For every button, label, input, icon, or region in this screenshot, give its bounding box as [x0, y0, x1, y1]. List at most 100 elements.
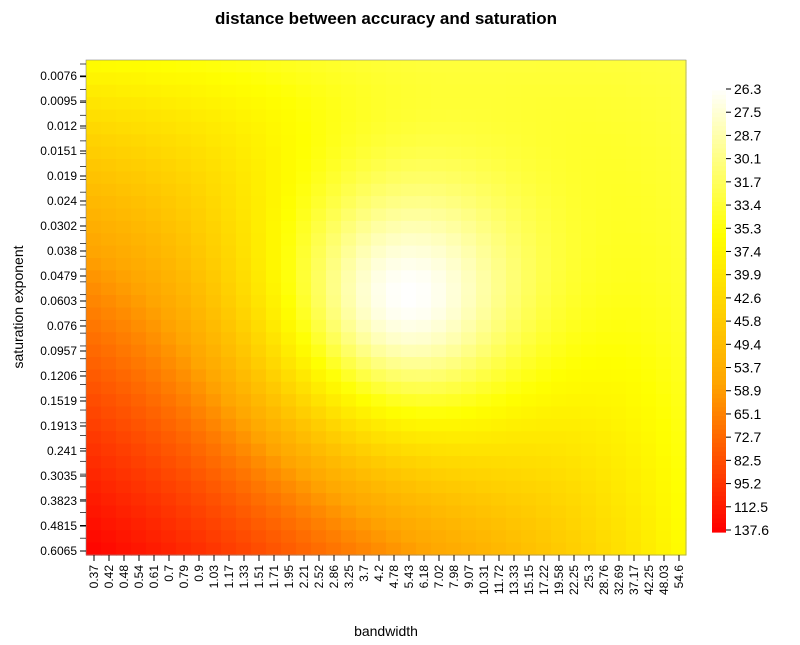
heatmap-cell [551, 307, 567, 321]
heatmap-cell [296, 208, 312, 222]
heatmap-cell [116, 319, 132, 333]
heatmap-cell [101, 493, 117, 507]
heatmap-cell [296, 480, 312, 494]
heatmap-cell [416, 406, 432, 420]
heatmap-cell [221, 171, 237, 185]
heatmap-cell [281, 480, 297, 494]
heatmap-cell [101, 443, 117, 457]
heatmap-cell [311, 307, 327, 321]
heatmap-cell [176, 196, 192, 210]
heatmap-cell [341, 72, 357, 86]
heatmap-cell [266, 233, 282, 247]
heatmap-cell [116, 530, 132, 544]
heatmap-cell [521, 394, 537, 408]
heatmap-cell [461, 84, 477, 98]
heatmap-cell [206, 381, 222, 395]
heatmap-cell [476, 357, 492, 370]
heatmap-cell [221, 183, 237, 197]
heatmap-cell [476, 208, 492, 222]
heatmap-cell [296, 270, 312, 284]
legend-swatch [712, 331, 726, 337]
heatmap-cell [86, 233, 102, 247]
heatmap-cell [116, 542, 132, 556]
heatmap-cell [431, 443, 447, 457]
heatmap-cell [176, 146, 192, 160]
heatmap-cell [281, 394, 297, 408]
heatmap-cell [626, 542, 642, 556]
x-tick-label: 0.7 [162, 565, 176, 582]
heatmap-cell [101, 245, 117, 259]
heatmap-cell [101, 109, 117, 123]
heatmap-cell [611, 468, 627, 482]
heatmap-cell [416, 468, 432, 482]
heatmap-cell [446, 394, 462, 408]
heatmap-cell [416, 357, 432, 370]
heatmap-cell [191, 233, 207, 247]
heatmap-cell [551, 418, 567, 432]
heatmap-cell [266, 357, 282, 370]
heatmap-cell [401, 505, 417, 519]
heatmap-cell [341, 159, 357, 172]
heatmap-cell [521, 307, 537, 321]
heatmap-cell [356, 245, 372, 259]
legend-swatch [712, 420, 726, 426]
heatmap-cell [191, 146, 207, 160]
heatmap-cell [401, 109, 417, 123]
heatmap-cell [401, 406, 417, 420]
heatmap-cell [566, 357, 582, 370]
x-tick-label: 10.31 [477, 565, 491, 595]
heatmap-cell [176, 357, 192, 370]
heatmap-cell [491, 369, 507, 383]
heatmap-cell [491, 60, 507, 73]
heatmap-cell [641, 183, 657, 197]
heatmap-cell [341, 418, 357, 432]
heatmap-cell [266, 270, 282, 284]
heatmap-cell [161, 109, 177, 123]
heatmap-cell [506, 319, 522, 333]
heatmap-cell [641, 295, 657, 309]
heatmap-cell [191, 517, 207, 531]
heatmap-cell [236, 159, 252, 172]
heatmap-cell [416, 183, 432, 197]
heatmap-cell [161, 171, 177, 185]
heatmap-cell [386, 517, 402, 531]
legend-swatch [712, 277, 726, 283]
heatmap-cell [626, 60, 642, 73]
heatmap-cell [371, 196, 387, 210]
heatmap-cell [521, 159, 537, 172]
legend-swatch [712, 451, 726, 457]
heatmap-cell [641, 307, 657, 321]
heatmap-cell [551, 493, 567, 507]
heatmap-cell [191, 319, 207, 333]
heatmap-cell [341, 60, 357, 73]
heatmap-cell [386, 171, 402, 185]
legend-swatch [712, 478, 726, 484]
heatmap-cell [371, 282, 387, 296]
heatmap-cell [566, 282, 582, 296]
heatmap-cell [311, 468, 327, 482]
heatmap-cell [491, 270, 507, 284]
heatmap-cell [566, 233, 582, 247]
heatmap-cell [176, 245, 192, 259]
heatmap-cell [146, 146, 162, 160]
heatmap-cell [521, 258, 537, 271]
heatmap-cell [416, 431, 432, 445]
heatmap-cell [341, 344, 357, 358]
legend-tick-label: 49.4 [734, 336, 761, 352]
heatmap-cell [626, 468, 642, 482]
heatmap-cell [521, 456, 537, 469]
heatmap-cell [626, 97, 642, 111]
heatmap-cell [146, 357, 162, 370]
heatmap-cell [401, 431, 417, 445]
heatmap-cell [671, 245, 687, 259]
heatmap-cell [326, 220, 342, 234]
heatmap-cell [641, 270, 657, 284]
heatmap-cell [266, 332, 282, 346]
heatmap-cell [386, 134, 402, 148]
heatmap-cell [401, 183, 417, 197]
heatmap-cell [236, 97, 252, 111]
heatmap-cell [206, 505, 222, 519]
heatmap-cell [116, 505, 132, 519]
heatmap-cell [326, 295, 342, 309]
heatmap-cell [461, 72, 477, 86]
